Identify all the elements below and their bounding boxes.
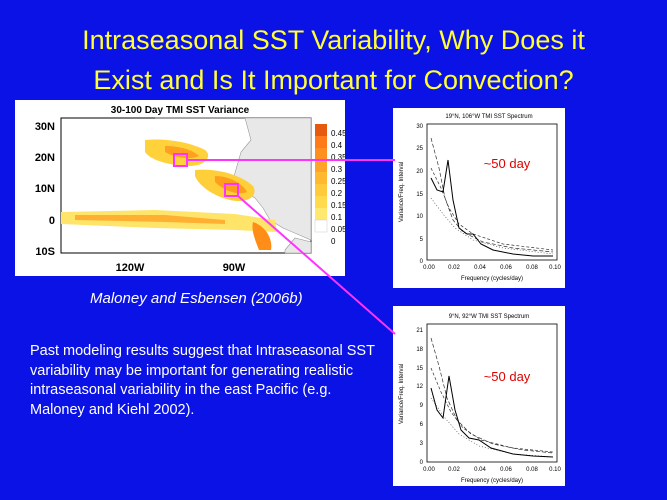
xtick-top-010: 0.10 <box>549 265 561 271</box>
highlight-box-9n92w <box>224 183 239 197</box>
ytick-bottom-9: 9 <box>420 403 424 409</box>
xtick-bottom-008: 0.08 <box>526 467 538 473</box>
ytick-bottom-6: 6 <box>420 422 424 428</box>
ytick-top-5: 5 <box>420 237 424 243</box>
colorbar-label-0: 0 <box>331 237 336 246</box>
spectrum-bottom-xlabel: Frequency (cycles/day) <box>461 478 523 484</box>
colorbar-label-005: 0.05 <box>331 225 345 234</box>
xtick-top-008: 0.08 <box>526 265 538 271</box>
spectrum-bottom-red-noise-lower <box>430 397 554 458</box>
spectrum-top-ylabel: Variance/Freq. Interval <box>399 162 405 222</box>
body-text: Past modeling results suggest that Intra… <box>30 343 375 418</box>
spectrum-plot-top: 19°N, 106°W TMI SST Spectrum 30 25 20 15… <box>399 114 561 282</box>
map-title: 30-100 Day TMI SST Variance <box>111 105 250 116</box>
spectrum-top-xlabel: Frequency (cycles/day) <box>461 276 523 282</box>
xtick-bottom-010: 0.10 <box>549 467 561 473</box>
spectrum-top-red-noise <box>430 167 554 251</box>
colorbar <box>314 124 328 233</box>
ytick-bottom-21: 21 <box>416 328 423 334</box>
spectrum-bottom-annotation: ~50 day <box>484 369 531 384</box>
xtick-top-000: 0.00 <box>423 265 435 271</box>
spectrum-bottom-curve <box>430 375 554 458</box>
lat-label-10n: 10N <box>35 183 55 195</box>
spectrum-bottom-red-noise <box>430 367 554 453</box>
colorbar-label-04: 0.4 <box>331 141 343 150</box>
lat-label-10s: 10S <box>35 246 55 258</box>
colorbar-label-01: 0.1 <box>331 213 343 222</box>
map-area <box>60 117 312 254</box>
figure-caption: Maloney and Esbensen (2006b) <box>90 290 303 307</box>
ytick-top-0: 0 <box>420 259 424 265</box>
spectrum-bottom-red-noise-upper <box>430 337 554 454</box>
colorbar-label-025: 0.25 <box>331 177 345 186</box>
colorbar-label-02: 0.2 <box>331 189 343 198</box>
colorbar-label-045: 0.45 <box>331 129 345 138</box>
spectrum-top-title: 19°N, 106°W TMI SST Spectrum <box>445 114 532 120</box>
lon-label-90w: 90W <box>223 262 246 274</box>
spectrum-panel-top: 19°N, 106°W TMI SST Spectrum 30 25 20 15… <box>393 108 565 288</box>
map-figure: 30-100 Day TMI SST Variance 30N <box>35 105 347 274</box>
ytick-top-10: 10 <box>416 214 423 220</box>
spectrum-panel-bottom: 9°N, 92°W TMI SST Spectrum 21 18 15 12 9… <box>393 306 565 486</box>
spectrum-top-annotation: ~50 day <box>484 156 531 171</box>
ytick-bottom-12: 12 <box>416 384 423 390</box>
xtick-bottom-002: 0.02 <box>448 467 460 473</box>
xtick-top-004: 0.04 <box>474 265 486 271</box>
ytick-top-20: 20 <box>416 169 423 175</box>
lat-label-30n: 30N <box>35 121 55 133</box>
xtick-top-002: 0.02 <box>448 265 460 271</box>
slide-title-line2: Exist and Is It Important for Convection… <box>93 65 574 95</box>
lat-label-20n: 20N <box>35 152 55 164</box>
spectrum-plot-bottom: 9°N, 92°W TMI SST Spectrum 21 18 15 12 9… <box>399 314 561 484</box>
xtick-bottom-000: 0.00 <box>423 467 435 473</box>
spectrum-top-red-noise-upper <box>430 137 554 253</box>
slide-title-line1: Intraseasonal SST Variability, Why Does … <box>82 25 585 55</box>
ytick-bottom-0: 0 <box>420 460 424 466</box>
spectrum-top-curve <box>430 159 553 257</box>
spectrum-bottom-ylabel: Variance/Freq. Interval <box>399 364 405 424</box>
spectrum-bottom-title: 9°N, 92°W TMI SST Spectrum <box>449 314 530 320</box>
xtick-bottom-006: 0.06 <box>500 467 512 473</box>
xtick-top-006: 0.06 <box>500 265 512 271</box>
sst-variance-map: 30-100 Day TMI SST Variance 30N <box>15 100 347 276</box>
lat-label-0: 0 <box>49 215 55 227</box>
ytick-top-25: 25 <box>416 146 423 152</box>
ytick-bottom-3: 3 <box>420 441 424 447</box>
colorbar-label-03: 0.3 <box>331 165 343 174</box>
ytick-bottom-18: 18 <box>416 347 423 353</box>
xtick-bottom-004: 0.04 <box>474 467 486 473</box>
colorbar-label-015: 0.15 <box>331 201 345 210</box>
spectrum-top-red-noise-lower <box>430 197 554 255</box>
ytick-bottom-15: 15 <box>416 366 423 372</box>
variance-region-equatorial-core <box>75 215 225 224</box>
lon-label-120w: 120W <box>116 262 145 274</box>
ytick-top-15: 15 <box>416 192 423 198</box>
ytick-top-30: 30 <box>416 124 423 130</box>
colorbar-label-035: 0.35 <box>331 153 345 162</box>
